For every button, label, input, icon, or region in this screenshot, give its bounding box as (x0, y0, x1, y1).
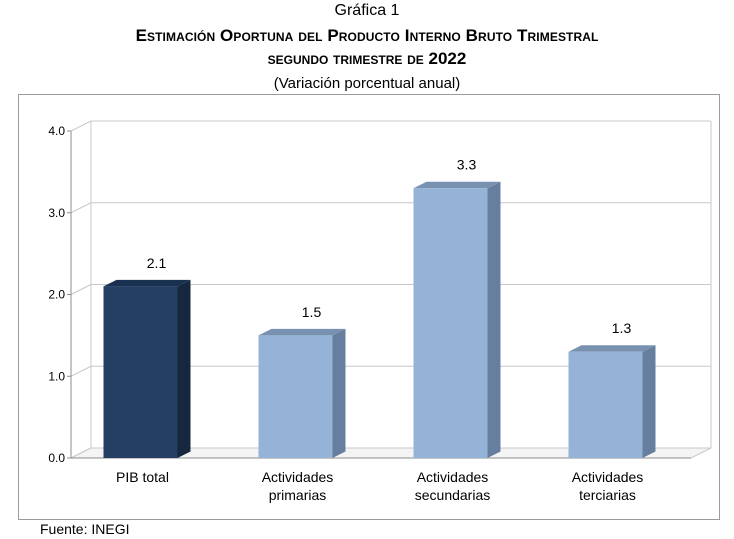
data-label: 2.1 (147, 255, 167, 271)
bar-2 (258, 335, 333, 458)
chart-title-line-1: Estimación Oportuna del Producto Interno… (135, 26, 599, 45)
x-category-label: Actividades (572, 469, 644, 485)
y-tick-label: 2.0 (48, 288, 65, 302)
bar-chart: 0.0 1.0 2.0 3.0 4.0 2.1 PIB total 1.5 Actividade… (48, 120, 712, 503)
bar-4 (568, 351, 643, 458)
x-category-label: primarias (269, 487, 327, 503)
chart-subtitle: (Variación porcentual anual) (273, 75, 461, 92)
bar-side-4 (642, 345, 656, 458)
gridline-depth (70, 284, 92, 295)
bar-1 (103, 286, 178, 458)
bar-side-3 (487, 181, 501, 458)
x-category-label: terciarias (579, 487, 636, 503)
chart-frame: 0.0 1.0 2.0 3.0 4.0 2.1 PIB total 1.5 Actividade… (18, 94, 720, 520)
x-category-label: Actividades (417, 469, 489, 485)
bar-top-4 (568, 345, 656, 352)
x-category-label: PIB total (116, 469, 169, 485)
data-label: 1.3 (612, 320, 632, 336)
chart-title-line-2: segundo trimestre de 2022 (267, 49, 467, 68)
data-label: 1.5 (302, 304, 322, 320)
chart-label: Gráfica 1 (334, 2, 400, 19)
x-category-label: Actividades (262, 469, 334, 485)
y-tick-label: 1.0 (48, 369, 65, 383)
bar-top-3 (413, 181, 501, 189)
gridline-depth (70, 120, 92, 132)
bar-side-1 (177, 279, 191, 458)
bar-side-2 (332, 328, 346, 458)
bar-top-2 (258, 328, 346, 336)
gridline-depth (70, 365, 92, 377)
y-tick-label: 4.0 (48, 124, 65, 138)
y-tick-label: 3.0 (48, 206, 65, 220)
data-label: 3.3 (457, 157, 477, 173)
source-note: Fuente: INEGI (40, 521, 130, 537)
bar-top-1 (103, 279, 191, 287)
gridline-depth (70, 202, 92, 214)
x-category-label: secundarias (415, 487, 491, 503)
bar-3 (413, 188, 488, 458)
y-tick-label: 0.0 (48, 451, 65, 465)
